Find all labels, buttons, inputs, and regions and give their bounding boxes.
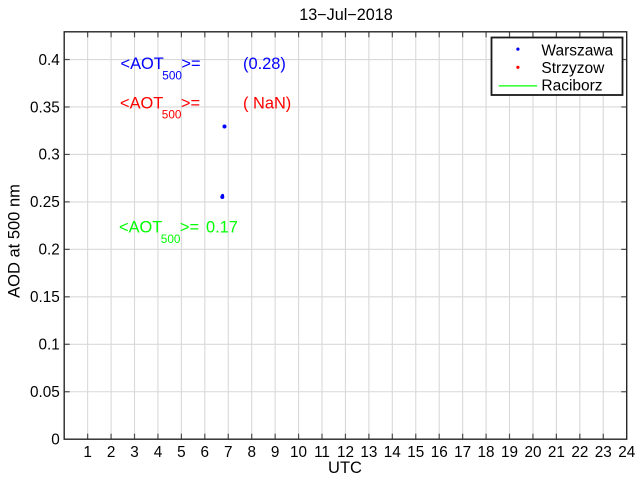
svg-text:14: 14 <box>384 444 402 461</box>
svg-text:6: 6 <box>201 444 210 461</box>
svg-text:12: 12 <box>337 444 354 461</box>
svg-text:15: 15 <box>407 444 424 461</box>
svg-text:10: 10 <box>290 444 307 461</box>
svg-text:13−Jul−2018: 13−Jul−2018 <box>299 6 393 24</box>
svg-text:0.17: 0.17 <box>206 219 238 237</box>
svg-text:19: 19 <box>501 444 518 461</box>
svg-text:>=: >= <box>181 55 200 73</box>
svg-text:(0.28): (0.28) <box>243 55 286 73</box>
svg-text:500: 500 <box>162 69 182 83</box>
svg-text:0.25: 0.25 <box>30 194 60 211</box>
svg-text:AOD at 500 nm: AOD at 500 nm <box>6 184 24 298</box>
svg-text:11: 11 <box>314 444 330 461</box>
svg-text:13: 13 <box>360 444 377 461</box>
svg-text:3: 3 <box>130 444 139 461</box>
svg-text:<AOT: <AOT <box>119 219 162 237</box>
svg-text:0.3: 0.3 <box>39 147 60 164</box>
svg-text:24: 24 <box>618 444 636 461</box>
svg-text:0.1: 0.1 <box>39 337 60 354</box>
svg-text:0.4: 0.4 <box>39 52 61 69</box>
svg-text:22: 22 <box>571 444 588 461</box>
svg-text:0.35: 0.35 <box>30 99 60 116</box>
svg-text:21: 21 <box>548 444 565 461</box>
svg-text:0.15: 0.15 <box>30 289 60 306</box>
svg-text:2: 2 <box>107 444 116 461</box>
svg-text:Strzyzow: Strzyzow <box>541 60 605 77</box>
svg-text:>=: >= <box>180 219 199 237</box>
svg-text:0.05: 0.05 <box>30 384 60 401</box>
svg-text:UTC: UTC <box>328 459 362 477</box>
svg-text:<AOT: <AOT <box>121 55 164 73</box>
svg-text:0: 0 <box>51 432 60 449</box>
svg-text:( NaN): ( NaN) <box>243 94 291 112</box>
svg-text:18: 18 <box>478 444 495 461</box>
svg-text:Raciborz: Raciborz <box>541 77 602 94</box>
svg-text:Warszawa: Warszawa <box>541 42 613 59</box>
svg-text:16: 16 <box>431 444 448 461</box>
svg-text:9: 9 <box>271 444 280 461</box>
svg-text:8: 8 <box>247 444 256 461</box>
svg-text:1: 1 <box>83 444 92 461</box>
svg-text:23: 23 <box>595 444 612 461</box>
svg-text:0.2: 0.2 <box>39 242 60 259</box>
svg-text:4: 4 <box>154 444 163 461</box>
svg-text:500: 500 <box>161 232 181 246</box>
svg-text:<AOT: <AOT <box>120 94 163 112</box>
svg-text:500: 500 <box>162 108 182 122</box>
svg-text:>=: >= <box>181 94 200 112</box>
svg-text:17: 17 <box>454 444 471 461</box>
svg-text:7: 7 <box>224 444 233 461</box>
svg-text:20: 20 <box>524 444 541 461</box>
svg-text:5: 5 <box>177 444 186 461</box>
